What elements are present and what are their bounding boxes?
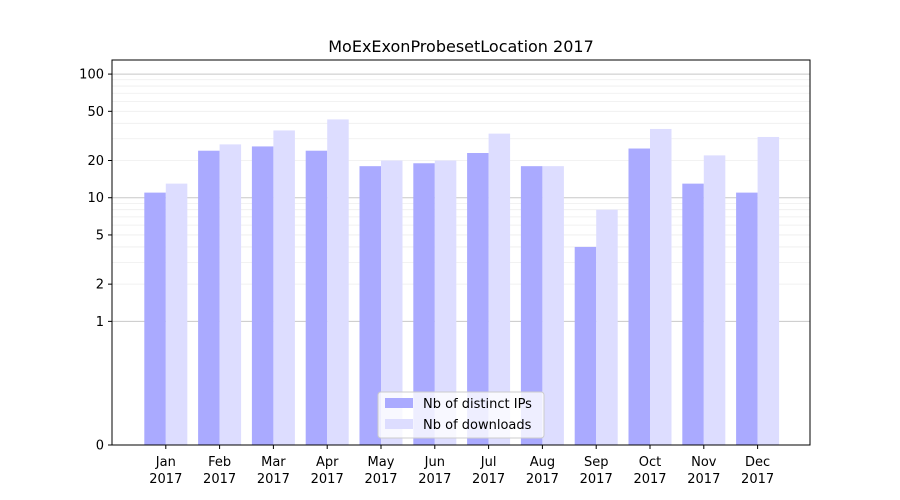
x-tick-label-year: 2017 <box>364 472 397 487</box>
chart-title: MoExExonProbesetLocation 2017 <box>328 37 594 56</box>
x-tick-label-month: May <box>368 455 395 470</box>
y-axis: 0 1 2 5 10 20 50 100 <box>79 68 112 454</box>
bar-distinct-ips <box>359 166 381 445</box>
bar-downloads <box>219 144 242 445</box>
x-axis: Jan 2017 Feb 2017 Mar 2017 Apr 2017 May 2017 Jun 20… <box>149 445 774 487</box>
bar-downloads <box>381 160 403 445</box>
x-tick-label-month: Jan <box>155 455 176 470</box>
x-tick-label-month: Aug <box>530 455 555 470</box>
x-tick-label-year: 2017 <box>257 472 290 487</box>
y-tick-label: 100 <box>79 68 104 83</box>
y-tick-label: 20 <box>87 154 104 169</box>
legend-swatch-distinct-ips <box>385 398 413 408</box>
x-tick-label-month: Apr <box>316 455 339 470</box>
x-tick-label-year: 2017 <box>472 472 505 487</box>
y-tick-label: 2 <box>96 278 104 293</box>
y-tick-label: 10 <box>87 191 104 206</box>
bar-distinct-ips <box>736 192 758 445</box>
y-tick-label: 50 <box>87 105 104 120</box>
bar-distinct-ips <box>198 150 220 445</box>
bars <box>144 119 780 445</box>
bar-downloads <box>650 128 672 445</box>
bar-downloads <box>327 119 349 445</box>
x-tick-label-month: Jul <box>480 455 497 470</box>
x-tick-label-year: 2017 <box>526 472 559 487</box>
x-tick-label-month: Dec <box>745 455 770 470</box>
bar-distinct-ips <box>251 146 274 445</box>
y-tick-label: 1 <box>96 315 104 330</box>
legend-box <box>377 391 545 439</box>
x-tick-label-year: 2017 <box>580 472 613 487</box>
x-tick-label-year: 2017 <box>203 472 236 487</box>
bar-distinct-ips <box>574 246 597 445</box>
bar-distinct-ips <box>520 166 543 445</box>
bar-distinct-ips <box>628 148 650 445</box>
x-tick-label-month: Nov <box>691 455 717 470</box>
x-tick-label-year: 2017 <box>149 472 182 487</box>
x-tick-label-year: 2017 <box>418 472 451 487</box>
plot-frame <box>111 59 811 446</box>
bar-distinct-ips <box>467 153 489 445</box>
y-tick-label: 0 <box>96 439 104 454</box>
legend-label-downloads: Nb of downloads <box>423 418 532 433</box>
x-tick-label-month: Mar <box>261 455 286 470</box>
x-tick-label-year: 2017 <box>687 472 720 487</box>
x-tick-label-month: Sep <box>584 455 609 470</box>
x-tick-label-month: Jun <box>424 455 445 470</box>
legend-swatch-downloads <box>385 419 413 429</box>
x-tick-label-year: 2017 <box>741 472 774 487</box>
bar-downloads <box>488 133 511 445</box>
bar-downloads <box>273 130 295 445</box>
bar-downloads <box>542 166 564 445</box>
bar-downloads <box>703 155 726 445</box>
legend: Nb of distinct IPs Nb of downloads <box>377 391 545 439</box>
x-tick-label-year: 2017 <box>633 472 666 487</box>
bar-downloads <box>596 209 618 445</box>
y-tick-label: 5 <box>96 228 104 243</box>
bar-distinct-ips <box>305 150 328 445</box>
bar-downloads <box>434 160 457 445</box>
bar-downloads <box>757 136 780 445</box>
bar-downloads <box>165 183 188 445</box>
bar-distinct-ips <box>144 192 166 445</box>
bar-distinct-ips <box>413 163 435 445</box>
x-tick-label-month: Feb <box>208 455 231 470</box>
x-tick-label-year: 2017 <box>311 472 344 487</box>
legend-label-distinct-ips: Nb of distinct IPs <box>423 397 532 412</box>
x-tick-label-month: Oct <box>639 455 661 470</box>
bar-distinct-ips <box>682 183 704 445</box>
